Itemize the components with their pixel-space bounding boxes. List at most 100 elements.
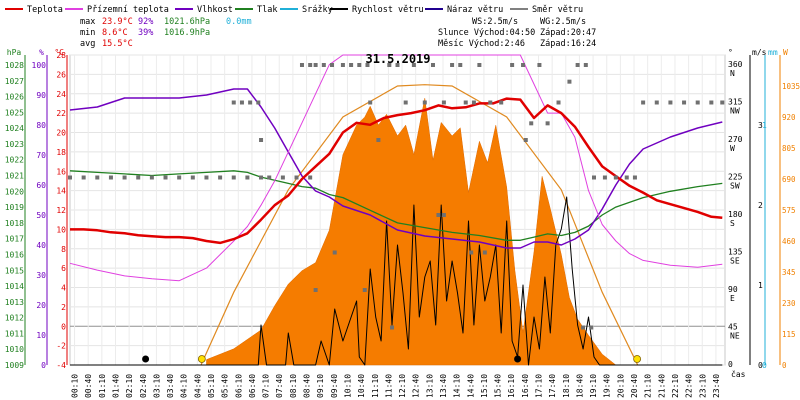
wind-direction-point (632, 175, 637, 180)
deg-dir-tick: SE (730, 257, 740, 266)
legend-label: Vlhkost (197, 5, 233, 15)
info-sunset: Západ:20:47 (540, 28, 596, 38)
stats-max-label: max (80, 17, 95, 27)
wind-direction-point (441, 100, 446, 105)
deg-tick: 225 (728, 173, 743, 182)
temp-tick: 0 (61, 322, 66, 331)
solar-layer (200, 84, 639, 366)
legend-label: Náraz větru (447, 5, 503, 15)
wind-direction-point (390, 325, 395, 330)
temp-tick: -4 (56, 361, 66, 370)
hpa-tick: 1019 (5, 203, 24, 212)
x-tick-label: 19:10 (589, 374, 598, 398)
pct-tick: 0 (41, 361, 46, 370)
wind-direction-layer (68, 63, 725, 363)
temp-tick: 12 (56, 206, 66, 215)
x-tick-label: 07:40 (275, 374, 284, 398)
wind-direction-point (362, 288, 367, 292)
wind-direction-point (365, 63, 370, 67)
x-tick-label: 01:40 (111, 374, 120, 398)
stats-min-label: min (80, 28, 95, 38)
info-ws: WS:2.5m/s (472, 17, 518, 27)
wind-direction-point (422, 100, 427, 105)
wind-direction-point (108, 175, 113, 180)
x-tick-label: 23:40 (712, 374, 721, 398)
wind-direction-point (567, 79, 572, 84)
x-tick-label: 10:10 (343, 374, 352, 398)
wind-direction-point (321, 63, 326, 67)
wind-direction-point (720, 100, 725, 105)
wind-direction-point (583, 63, 588, 67)
deg-tick: 360 (728, 60, 743, 69)
wind-direction-point (602, 175, 607, 180)
x-tick-label: 20:10 (616, 374, 625, 398)
hpa-tick: 1014 (5, 282, 24, 291)
x-tick-label: 11:10 (371, 374, 380, 398)
temp-axis-label: °C (54, 48, 64, 57)
wind-direction-point (641, 100, 646, 105)
hpa-tick: 1012 (5, 314, 24, 323)
temp-tick: 6 (61, 264, 66, 273)
pct-tick: 20 (36, 301, 46, 310)
x-tick-label: 03:40 (166, 374, 175, 398)
wind-direction-point (245, 175, 250, 180)
humidity-line (69, 88, 723, 249)
x-tick-label: 22:40 (685, 374, 694, 398)
pct-tick: 50 (36, 211, 46, 220)
wind-direction-point (450, 63, 455, 67)
deg-tick: 180 (728, 210, 743, 219)
temp-tick: 16 (56, 167, 66, 176)
x-tick-label: 06:10 (234, 374, 243, 398)
stats-block: max 23.9°C 92% 1021.6hPa 0.0mm min 8.6°C… (80, 17, 596, 49)
wind-direction-point (81, 175, 86, 180)
x-tick-label: 15:40 (494, 374, 503, 398)
hpa-tick: 1017 (5, 235, 24, 244)
wind-direction-point (589, 325, 594, 330)
wind-direction-point (349, 63, 354, 67)
x-tick-label: 17:40 (548, 374, 557, 398)
x-tick-label: 15:10 (480, 374, 489, 398)
moonset-marker (514, 355, 522, 363)
stats-min-temp: 8.6°C (102, 28, 128, 38)
wm2-axis-label: W (783, 48, 788, 57)
x-tick-label: 09:10 (316, 374, 325, 398)
ms-tick: 1 (758, 281, 763, 290)
wind-direction-point (521, 63, 526, 67)
wind-speed-line (70, 196, 723, 366)
x-tick-label: 20:40 (630, 374, 639, 398)
x-tick-label: 18:10 (562, 374, 571, 398)
x-tick-label: 23:10 (698, 374, 707, 398)
x-tick-label: 04:40 (193, 374, 202, 398)
x-tick-label: 21:10 (644, 374, 653, 398)
wind-direction-point (430, 63, 435, 67)
wind-direction-point (624, 175, 629, 180)
temp-tick: 26 (56, 70, 66, 79)
x-tick-label: 11:40 (384, 374, 393, 398)
wind-direction-point (149, 175, 154, 180)
wm2-tick: 230 (782, 299, 796, 308)
chart-title: 31.5.2019 (365, 52, 430, 66)
temp-tick: 24 (56, 90, 66, 99)
wind-direction-point (122, 175, 127, 180)
wind-direction-point (68, 175, 72, 180)
stats-avg-temp: 15.5°C (102, 39, 133, 49)
x-tick-label: 05:40 (221, 374, 230, 398)
wind-direction-point (709, 100, 714, 105)
pressure-line (69, 170, 723, 241)
hpa-tick: 1018 (5, 219, 24, 228)
wind-direction-point (259, 175, 264, 180)
wind-direction-point (267, 175, 272, 180)
moonrise-marker (142, 355, 150, 363)
deg-dir-tick: W (730, 144, 735, 153)
sunrise-marker (197, 355, 206, 363)
wind-direction-point (575, 63, 580, 67)
legend-label: Srážky (302, 5, 333, 15)
x-tick-label: 09:40 (330, 374, 339, 398)
wind-direction-point (231, 175, 236, 180)
temp-tick: 28 (56, 51, 66, 60)
x-tick-label: 12:10 (398, 374, 407, 398)
wind-direction-point (340, 63, 345, 67)
temp-tick: 14 (56, 187, 66, 196)
x-tick-label: 16:10 (507, 374, 516, 398)
